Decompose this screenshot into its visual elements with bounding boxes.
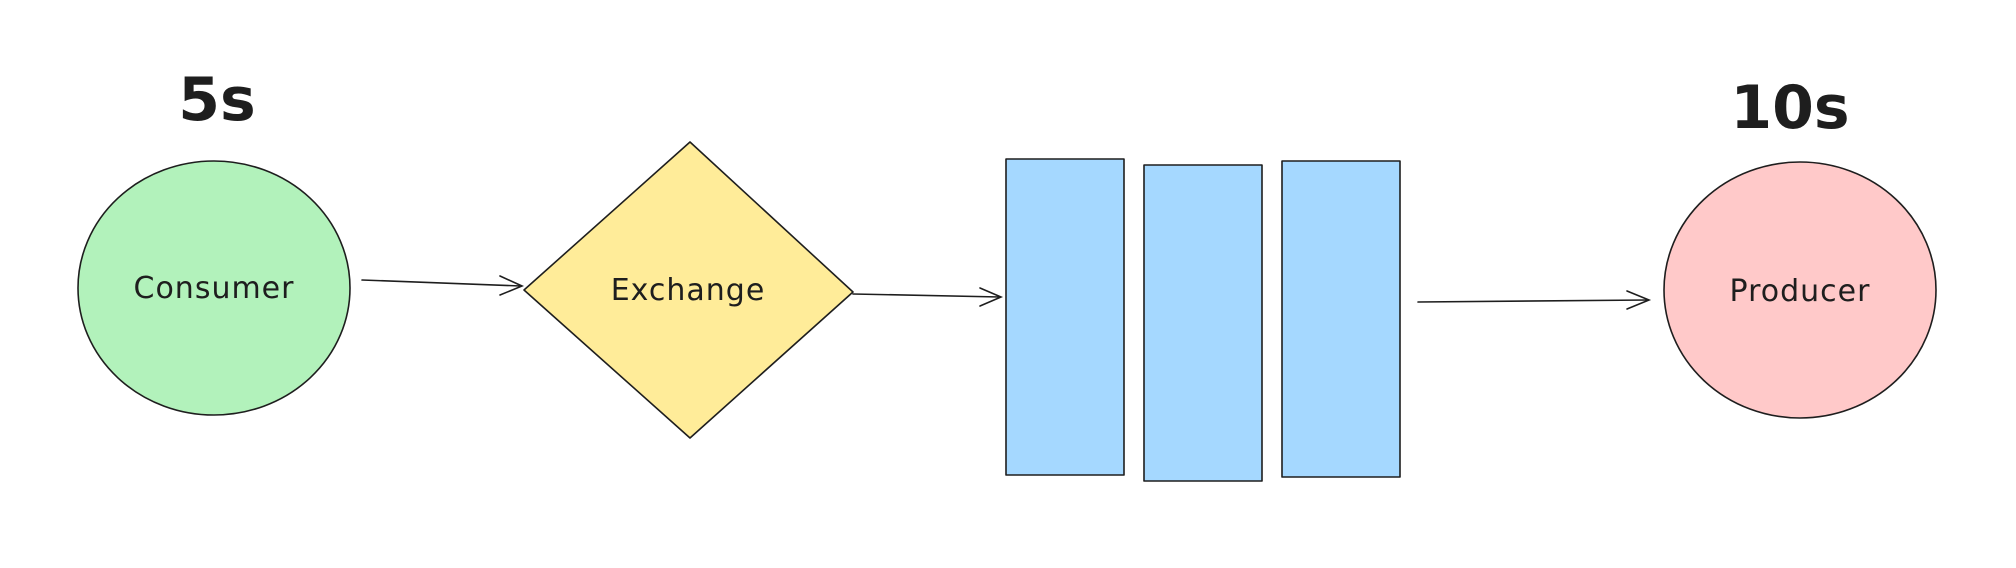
producer-node: Producer	[1663, 161, 1937, 419]
consumer-circle	[77, 160, 351, 416]
arrow-shaft	[361, 279, 522, 287]
arrow-shaft	[1417, 299, 1649, 303]
producer-label: Producer	[1730, 274, 1871, 309]
arrow-head	[499, 275, 525, 296]
queue-bar-3	[1281, 160, 1401, 478]
arrow-shaft	[852, 293, 1001, 298]
exchange-diamond	[523, 141, 854, 439]
exchange-node: Exchange	[523, 141, 854, 439]
arrow-consumer-to-exchange	[361, 275, 525, 296]
consumer-label: Consumer	[134, 271, 295, 306]
producer-timing-label: 10s	[1730, 73, 1849, 143]
exchange-label: Exchange	[611, 273, 766, 308]
consumer-node: Consumer	[77, 160, 351, 416]
queue-bar-2	[1143, 164, 1263, 482]
arrow-queue-to-producer	[1417, 290, 1652, 310]
producer-circle	[1663, 161, 1937, 419]
queue-node	[1005, 158, 1401, 482]
consumer-timing-label: 5s	[178, 65, 255, 135]
arrow-head	[1626, 290, 1652, 310]
arrow-head	[979, 287, 1004, 307]
queue-bar-1	[1005, 158, 1125, 476]
arrow-exchange-to-queue	[852, 287, 1004, 307]
